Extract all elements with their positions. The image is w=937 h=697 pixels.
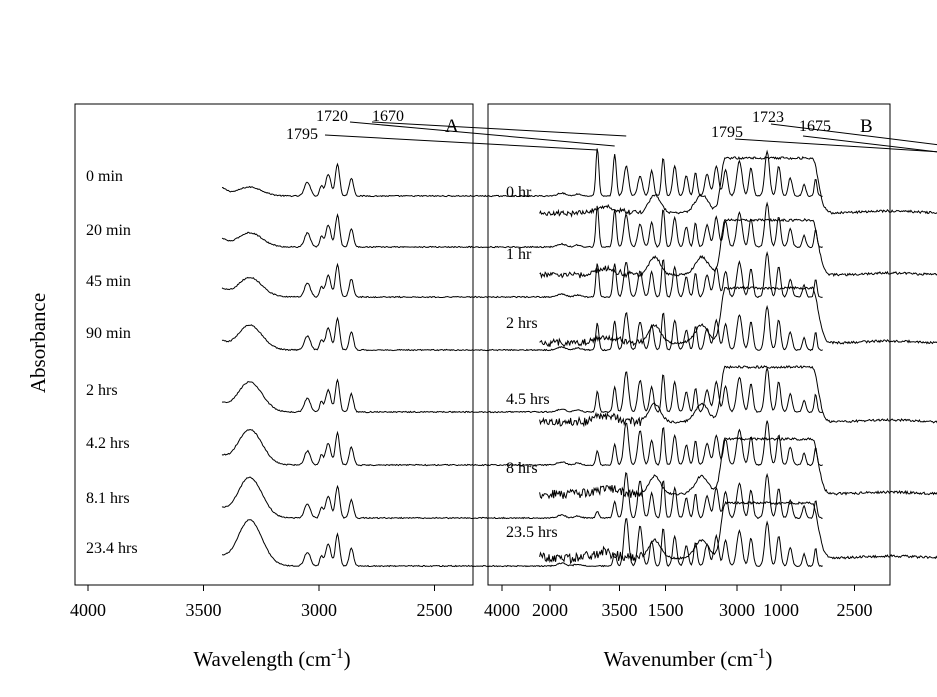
series-label: 20 min: [86, 222, 131, 239]
annotation-leader-line: [802, 135, 937, 153]
panel-b-frame: [487, 103, 891, 586]
panel-a-x-axis-label: Wavelength (cm-1): [193, 646, 350, 671]
peak-annotation: 1720: [316, 108, 348, 125]
series-label: 45 min: [86, 273, 131, 290]
spectrum-trace: [539, 500, 937, 565]
spectrum-trace: [221, 304, 823, 352]
series-label: 90 min: [86, 325, 131, 342]
x-tick-label: 3000: [719, 600, 755, 620]
peak-annotation: 1675: [799, 118, 831, 135]
series-label: 4.5 hrs: [506, 391, 550, 408]
panel-b-traces: 0 hr 1 hr 2 hrs 4.5 hrs 8 hrs 23.5 hrs: [506, 155, 937, 565]
annotation-leader-line: [371, 121, 627, 137]
peak-annotation: 1670: [372, 108, 404, 125]
spectrum-trace: [221, 148, 823, 198]
spectrum-trace: [221, 366, 823, 414]
x-tick-label: 4000: [484, 600, 520, 620]
annotation-leader-line: [770, 123, 937, 146]
series-label: 8.1 hrs: [86, 490, 130, 507]
annotation-leader-line: [349, 121, 615, 147]
spectrum-trace: [539, 155, 937, 218]
series-label: 8 hrs: [506, 460, 538, 477]
spectrum-trace: [221, 472, 823, 520]
y-axis-label: Absorbance: [26, 293, 50, 393]
spectrum-trace: [539, 285, 937, 348]
x-tick-label: 2500: [417, 600, 453, 620]
panel-b-x-ticks: 4000 3500 3000 2500 2000 1500 1000: [484, 585, 873, 620]
panel-b-x-axis-label: Wavenumber (cm-1): [604, 646, 773, 671]
panel-a: 4000 3500 3000 2500 2000 1500 1000 0 min 20 min…: [70, 103, 823, 671]
x-tick-label: 1500: [648, 600, 684, 620]
spectrum-trace: [539, 217, 937, 279]
series-label: 1 hr: [506, 246, 532, 263]
series-label: 23.4 hrs: [86, 540, 138, 557]
spectrum-trace: [222, 518, 823, 568]
peak-annotation: 1795: [711, 124, 743, 141]
x-tick-label: 2000: [532, 600, 568, 620]
panel-a-xlabel-sup: -1: [331, 646, 344, 662]
spectrum-trace: [221, 201, 823, 249]
spectrum-trace: [221, 420, 823, 467]
panel-a-letter: A: [445, 116, 459, 137]
panel-a-xlabel-main: Wavelength (cm: [193, 647, 331, 671]
panel-a-x-ticks: 4000 3500 3000 2500 2000 1500 1000: [70, 585, 799, 620]
x-tick-label: 3500: [186, 600, 222, 620]
x-tick-label: 1000: [763, 600, 799, 620]
series-label: 0 hr: [506, 184, 532, 201]
panel-a-traces: 0 min 20 min 45 min 90 min 2 hrs 4.2 hrs 8.1 h…: [86, 148, 823, 568]
panel-b-xlabel-close: ): [765, 647, 772, 671]
series-label: 0 min: [86, 168, 123, 185]
series-label: 2 hrs: [506, 315, 538, 332]
spectrum-trace: [539, 365, 937, 428]
spectrum-trace: [539, 436, 937, 500]
panel-a-frame: [74, 103, 474, 586]
x-tick-label: 3000: [301, 600, 337, 620]
panel-b-xlabel-main: Wavenumber (cm: [604, 647, 753, 671]
panel-b: 4000 3500 3000 2500 2000 1500 1000 0 hr 1 hr 2 h…: [484, 103, 937, 671]
x-tick-label: 2500: [837, 600, 873, 620]
panel-b-annotations: 1795 1723 1675: [711, 109, 937, 153]
panel-b-letter: B: [860, 116, 873, 137]
peak-annotation: 1795: [286, 126, 318, 143]
annotation-leader-line: [324, 134, 598, 151]
panel-a-xlabel-close: ): [344, 647, 351, 671]
x-tick-label: 3500: [602, 600, 638, 620]
spectrum-trace: [221, 250, 823, 299]
series-label: 2 hrs: [86, 382, 118, 399]
annotation-leader-line: [734, 138, 937, 153]
peak-annotation: 1723: [752, 109, 784, 126]
series-label: 4.2 hrs: [86, 435, 130, 452]
x-tick-label: 4000: [70, 600, 106, 620]
panel-b-xlabel-sup: -1: [753, 646, 766, 662]
series-label: 23.5 hrs: [506, 524, 558, 541]
